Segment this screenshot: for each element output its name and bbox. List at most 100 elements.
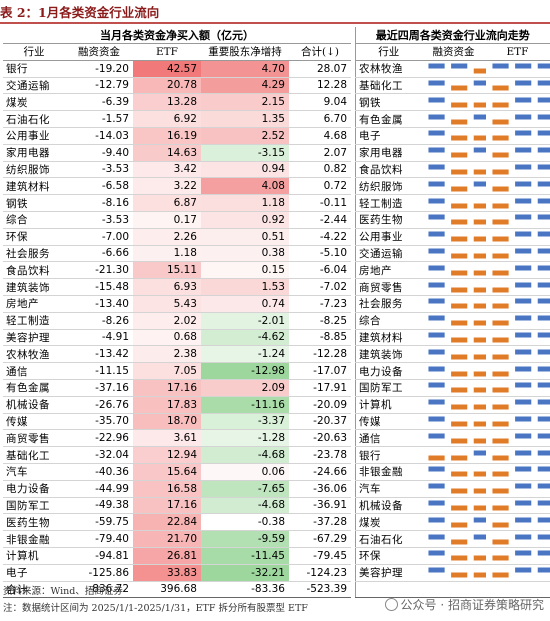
spark-bar [450, 455, 467, 461]
margin-trend-cell [421, 547, 486, 565]
etf-trend-cell [485, 345, 550, 364]
etf-trend-bars [491, 282, 550, 293]
etf-trend-cell [485, 396, 550, 414]
value-cell-margin: -19.20 [65, 60, 133, 78]
value-cell-etf: 18.70 [133, 413, 201, 431]
table-row: 综合 [355, 312, 550, 330]
value-cell-margin: -6.39 [65, 93, 133, 112]
spark-bar [514, 500, 531, 506]
value-cell-holder: -4.62 [201, 329, 289, 347]
industry-name: 国防军工 [355, 379, 422, 397]
spark-bar [450, 505, 467, 511]
etf-trend-bars [491, 534, 550, 544]
table-row: 有色金属 [355, 110, 550, 128]
spark-bar [450, 421, 467, 427]
table-row: 商贸零售 [355, 278, 550, 296]
spark-bar [514, 130, 531, 136]
spark-bar [450, 102, 467, 108]
value-cell-etf: 22.84 [133, 513, 201, 532]
value-cell-margin: -8.26 [65, 312, 133, 330]
industry-name: 社会服务 [355, 295, 422, 313]
table-title: 表 2：1月各类资金行业流向 [0, 5, 160, 20]
value-cell-etf: 15.64 [133, 463, 201, 481]
table-row: 农林牧渔 -13.42 2.38 -1.24 -12.28 [3, 345, 352, 364]
margin-trend-cell [421, 93, 486, 112]
spark-bar [450, 219, 467, 225]
industry-name: 石油石化 [3, 110, 65, 128]
margin-trend-cell [421, 530, 486, 548]
table-row: 纺织服饰 -3.53 3.42 0.94 0.82 [3, 161, 352, 179]
value-cell-holder: 4.29 [201, 77, 289, 95]
value-cell-total: -79.45 [289, 547, 352, 565]
etf-trend-bars [491, 265, 550, 276]
margin-trend-cell [421, 161, 486, 179]
industry-name: 环保 [355, 547, 422, 565]
table-row: 汽车 -40.36 15.64 0.06 -24.66 [3, 463, 352, 481]
value-cell-margin: -6.66 [65, 245, 133, 263]
table-row: 交通运输 [355, 245, 550, 263]
value-cell-holder: -32.21 [201, 564, 289, 582]
margin-trend-bars [427, 483, 486, 494]
value-cell-margin: -44.99 [65, 480, 133, 498]
value-cell-etf: 12.94 [133, 446, 201, 464]
margin-trend-cell [421, 211, 486, 229]
spark-bar [514, 147, 531, 153]
etf-trend-bars [491, 298, 550, 309]
value-cell-margin: -40.36 [65, 463, 133, 481]
spark-bar [491, 253, 509, 259]
industry-name: 农林牧渔 [355, 60, 422, 78]
table-row: 煤炭 [355, 513, 550, 532]
etf-trend-cell [485, 261, 550, 280]
value-cell-total: -7.02 [289, 278, 352, 296]
etf-trend-cell [485, 110, 550, 128]
spark-bar [514, 198, 531, 204]
value-cell-total: -36.91 [289, 497, 352, 515]
spark-bar [427, 366, 445, 372]
value-cell-margin: -79.40 [65, 530, 133, 548]
margin-trend-cell [421, 513, 486, 532]
table-row: 房地产 -13.40 5.43 0.74 -7.23 [3, 295, 352, 313]
value-cell-total: -124.23 [289, 564, 352, 582]
etf-trend-cell [485, 329, 550, 347]
margin-trend-bars [427, 382, 486, 393]
spark-bar [537, 114, 550, 120]
spark-bar [491, 387, 509, 393]
spark-bar [450, 236, 467, 242]
etf-trend-bars [491, 198, 550, 209]
table-row: 医药生物 -59.75 22.84 -0.38 -37.28 [3, 513, 352, 532]
value-cell-holder: -83.36 [201, 580, 289, 599]
spark-bar [514, 97, 531, 103]
margin-trend-cell [421, 312, 486, 330]
spark-bar [514, 534, 531, 539]
blank-row [355, 580, 550, 599]
margin-trend-bars [427, 517, 486, 528]
margin-trend-bars [427, 265, 486, 276]
value-cell-margin: -15.48 [65, 278, 133, 296]
etf-trend-bars [491, 483, 550, 494]
spark-bar [473, 80, 486, 86]
etf-trend-cell [485, 194, 550, 212]
industry-name: 建筑材料 [355, 329, 422, 347]
value-cell-total: -5.10 [289, 245, 352, 263]
value-cell-total: -12.28 [289, 345, 352, 364]
spark-bar [537, 500, 550, 506]
etf-trend-bars [491, 550, 550, 561]
spark-bar [491, 186, 509, 192]
spark-bar [450, 253, 467, 259]
value-cell-margin: -13.40 [65, 295, 133, 313]
spark-bar [537, 181, 550, 187]
spark-bar [427, 63, 445, 69]
spark-bar [491, 287, 509, 293]
spark-bar [514, 114, 531, 120]
spark-bar [427, 567, 445, 573]
etf-trend-bars [491, 97, 550, 108]
column-header: 行业 [3, 43, 65, 61]
spark-bar [514, 349, 531, 355]
value-cell-total: 2.07 [289, 144, 352, 162]
table-row: 公用事业 [355, 228, 550, 246]
margin-trend-cell [421, 379, 486, 397]
value-cell-holder: -0.38 [201, 513, 289, 532]
spark-bar [427, 282, 445, 288]
spark-bar [537, 214, 550, 220]
margin-trend-bars [427, 366, 486, 377]
